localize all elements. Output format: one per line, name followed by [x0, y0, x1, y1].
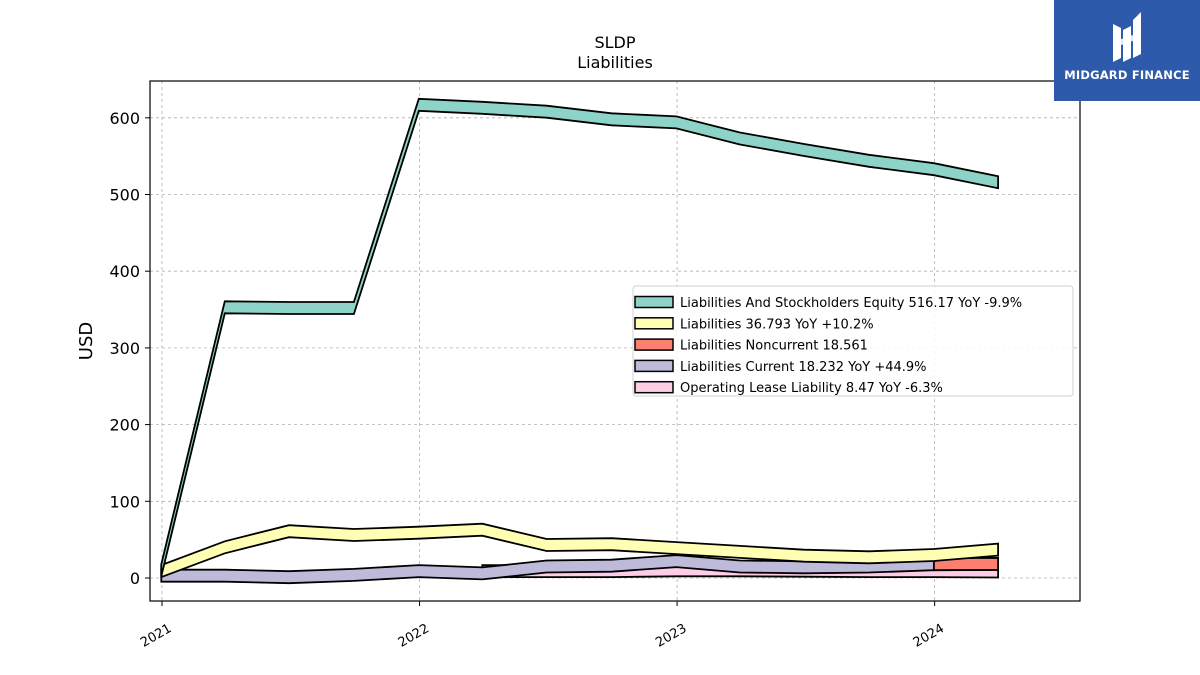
brand-logo: MIDGARD FINANCE	[1054, 0, 1200, 101]
series-layer	[160, 97, 999, 585]
legend-box	[632, 285, 1074, 397]
legend-swatch	[634, 295, 674, 309]
series-band-liabilities-and-stockholders-equity	[160, 97, 999, 577]
y-tick-label: 400	[109, 262, 140, 281]
legend-entry: Liabilities And Stockholders Equity 516.…	[680, 296, 1022, 311]
y-axis-label: USD	[76, 322, 97, 360]
y-tick-label: 500	[109, 186, 140, 205]
legend-swatch	[634, 317, 674, 330]
legend-entry: Liabilities Current 18.232 YoY +44.9%	[680, 360, 927, 375]
x-tick-label: 2022	[396, 621, 432, 651]
y-axis: 0 100 200 300 400 500 600	[109, 109, 150, 588]
legend-swatch	[634, 338, 674, 351]
x-axis: 2021 2022 2023 2024	[138, 601, 947, 651]
legend-swatch	[634, 380, 674, 394]
y-tick-label: 100	[109, 492, 140, 511]
legend-entry: Liabilities 36.793 YoY +10.2%	[680, 317, 874, 332]
y-tick-label: 600	[109, 109, 140, 128]
x-tick-label: 2023	[653, 621, 689, 651]
midgard-logo-icon	[1113, 12, 1141, 62]
y-tick-label: 200	[109, 416, 140, 435]
x-tick-label: 2024	[911, 621, 947, 651]
legend-entry: Liabilities Noncurrent 18.561	[680, 339, 868, 354]
legend-swatch	[634, 359, 674, 373]
legend: Liabilities And Stockholders Equity 516.…	[632, 285, 1074, 397]
brand-name: MIDGARD FINANCE	[1064, 68, 1190, 82]
x-tick-label: 2021	[138, 621, 174, 651]
legend-entry: Operating Lease Liability 8.47 YoY -6.3%	[680, 381, 943, 396]
plot-frame	[149, 80, 1081, 602]
y-tick-label: 300	[109, 339, 140, 358]
chart-subtitle: Liabilities	[577, 53, 653, 72]
series-band-liabilities	[160, 522, 999, 579]
y-tick-label: 0	[130, 569, 140, 588]
chart-title: SLDP	[594, 33, 635, 52]
